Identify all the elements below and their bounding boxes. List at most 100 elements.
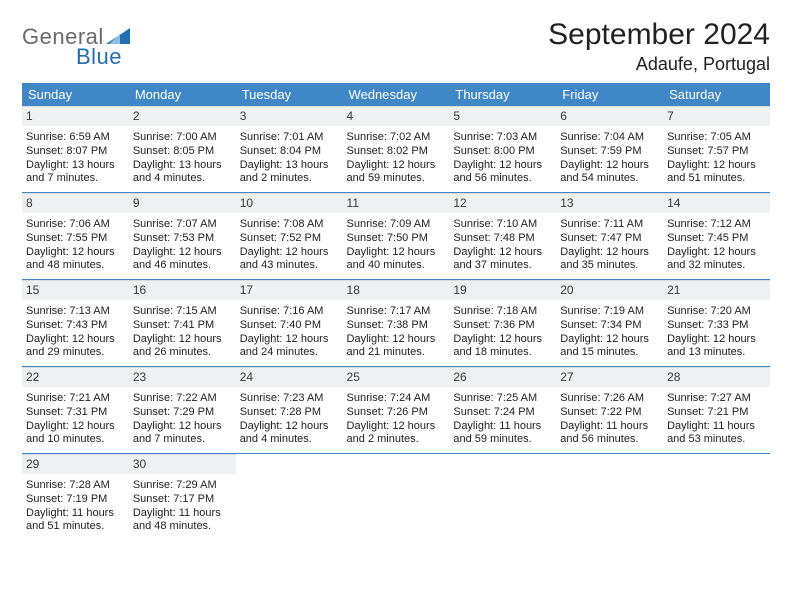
sunrise-text: Sunrise: 7:20 AM	[667, 305, 766, 319]
sunset-text: Sunset: 7:21 PM	[667, 406, 766, 420]
day-number: 8	[22, 193, 129, 213]
calendar-cell: 3Sunrise: 7:01 AMSunset: 8:04 PMDaylight…	[236, 106, 343, 193]
weekday-header: Sunday	[22, 83, 129, 106]
day-number: 29	[22, 454, 129, 474]
sunrise-text: Sunrise: 7:03 AM	[453, 131, 552, 145]
day-details: Sunrise: 7:04 AMSunset: 7:59 PMDaylight:…	[556, 129, 663, 192]
day-number: 13	[556, 193, 663, 213]
daylight-text: Daylight: 12 hours and 56 minutes.	[453, 159, 552, 187]
calendar-week: 8Sunrise: 7:06 AMSunset: 7:55 PMDaylight…	[22, 193, 770, 280]
header: GeneralBlue September 2024 Adaufe, Portu…	[22, 18, 770, 75]
day-number: 19	[449, 280, 556, 300]
day-number: 25	[343, 367, 450, 387]
day-number: 1	[22, 106, 129, 126]
sunrise-text: Sunrise: 7:27 AM	[667, 392, 766, 406]
calendar-cell: 30 Sunrise: 7:29 AMSunset: 7:17 PMDayligh…	[129, 454, 236, 541]
daylight-text: Daylight: 12 hours and 10 minutes.	[26, 420, 125, 448]
sunset-text: Sunset: 7:26 PM	[347, 406, 446, 420]
weekday-header: Monday	[129, 83, 236, 106]
sunrise-text: Sunrise: 7:16 AM	[240, 305, 339, 319]
weekday-header: Saturday	[663, 83, 770, 106]
day-number: 28	[663, 367, 770, 387]
calendar-cell: 10Sunrise: 7:08 AMSunset: 7:52 PMDayligh…	[236, 193, 343, 280]
day-number: 15	[22, 280, 129, 300]
calendar-cell: 22Sunrise: 7:21 AMSunset: 7:31 PMDayligh…	[22, 367, 129, 454]
sunrise-text: Sunrise: 7:10 AM	[453, 218, 552, 232]
day-details: Sunrise: 7:13 AMSunset: 7:43 PMDaylight:…	[22, 303, 129, 366]
calendar-head: Sunday Monday Tuesday Wednesday Thursday…	[22, 83, 770, 106]
sunrise-text: Sunrise: 7:26 AM	[560, 392, 659, 406]
sunrise-text: Sunrise: 7:12 AM	[667, 218, 766, 232]
calendar-week: 15 Sunrise: 7:13 AMSunset: 7:43 PMDayligh…	[22, 280, 770, 367]
sunset-text: Sunset: 8:04 PM	[240, 145, 339, 159]
calendar-cell: 29Sunrise: 7:28 AMSunset: 7:19 PMDayligh…	[22, 454, 129, 541]
day-number: 23	[129, 367, 236, 387]
sunrise-text: Sunrise: 7:05 AM	[667, 131, 766, 145]
day-details: Sunrise: 7:17 AMSunset: 7:38 PMDaylight:…	[343, 303, 450, 366]
daylight-text: Daylight: 11 hours and 48 minutes.	[133, 507, 232, 535]
calendar-cell: 16 Sunrise: 7:15 AMSunset: 7:41 PMDayligh…	[129, 280, 236, 367]
daylight-text: Daylight: 12 hours and 54 minutes.	[560, 159, 659, 187]
day-number: 11	[343, 193, 450, 213]
sunrise-text: Sunrise: 7:19 AM	[560, 305, 659, 319]
calendar-cell: 1Sunrise: 6:59 AMSunset: 8:07 PMDaylight…	[22, 106, 129, 193]
day-details: Sunrise: 7:07 AMSunset: 7:53 PMDaylight:…	[129, 216, 236, 279]
sunset-text: Sunset: 7:41 PM	[133, 319, 232, 333]
day-number: 12	[449, 193, 556, 213]
calendar-cell: 28Sunrise: 7:27 AMSunset: 7:21 PMDayligh…	[663, 367, 770, 454]
daylight-text: Daylight: 12 hours and 21 minutes.	[347, 333, 446, 361]
sunrise-text: Sunrise: 7:09 AM	[347, 218, 446, 232]
day-number: 16	[129, 280, 236, 300]
daylight-text: Daylight: 12 hours and 26 minutes.	[133, 333, 232, 361]
sunset-text: Sunset: 7:57 PM	[667, 145, 766, 159]
daylight-text: Daylight: 13 hours and 7 minutes.	[26, 159, 125, 187]
title-block: September 2024 Adaufe, Portugal	[548, 18, 770, 75]
sunset-text: Sunset: 7:50 PM	[347, 232, 446, 246]
sunset-text: Sunset: 8:02 PM	[347, 145, 446, 159]
sunset-text: Sunset: 7:28 PM	[240, 406, 339, 420]
calendar-cell: 13 Sunrise: 7:11 AMSunset: 7:47 PMDayligh…	[556, 193, 663, 280]
day-details: Sunrise: 7:09 AMSunset: 7:50 PMDaylight:…	[343, 216, 450, 279]
daylight-text: Daylight: 12 hours and 40 minutes.	[347, 246, 446, 274]
day-details: Sunrise: 7:25 AMSunset: 7:24 PMDaylight:…	[449, 390, 556, 453]
day-number: 22	[22, 367, 129, 387]
sunset-text: Sunset: 7:34 PM	[560, 319, 659, 333]
daylight-text: Daylight: 11 hours and 51 minutes.	[26, 507, 125, 535]
day-details: Sunrise: 7:10 AMSunset: 7:48 PMDaylight:…	[449, 216, 556, 279]
day-details: Sunrise: 7:24 AMSunset: 7:26 PMDaylight:…	[343, 390, 450, 453]
day-details: Sunrise: 7:18 AMSunset: 7:36 PMDaylight:…	[449, 303, 556, 366]
sunset-text: Sunset: 7:52 PM	[240, 232, 339, 246]
sunset-text: Sunset: 7:36 PM	[453, 319, 552, 333]
sunrise-text: Sunrise: 7:25 AM	[453, 392, 552, 406]
calendar-cell: 7Sunrise: 7:05 AMSunset: 7:57 PMDaylight…	[663, 106, 770, 193]
daylight-text: Daylight: 12 hours and 46 minutes.	[133, 246, 232, 274]
weekday-header: Friday	[556, 83, 663, 106]
day-details: Sunrise: 7:03 AMSunset: 8:00 PMDaylight:…	[449, 129, 556, 192]
sunset-text: Sunset: 7:33 PM	[667, 319, 766, 333]
sunrise-text: Sunrise: 7:15 AM	[133, 305, 232, 319]
daylight-text: Daylight: 12 hours and 48 minutes.	[26, 246, 125, 274]
calendar-cell: 26Sunrise: 7:25 AMSunset: 7:24 PMDayligh…	[449, 367, 556, 454]
daylight-text: Daylight: 12 hours and 43 minutes.	[240, 246, 339, 274]
day-number: 14	[663, 193, 770, 213]
sunset-text: Sunset: 7:29 PM	[133, 406, 232, 420]
daylight-text: Daylight: 11 hours and 56 minutes.	[560, 420, 659, 448]
calendar-cell: 4Sunrise: 7:02 AMSunset: 8:02 PMDaylight…	[343, 106, 450, 193]
day-details: Sunrise: 7:29 AMSunset: 7:17 PMDaylight:…	[129, 477, 236, 540]
calendar-cell: 14Sunrise: 7:12 AMSunset: 7:45 PMDayligh…	[663, 193, 770, 280]
calendar-cell	[663, 454, 770, 541]
calendar-cell: 18 Sunrise: 7:17 AMSunset: 7:38 PMDayligh…	[343, 280, 450, 367]
day-details: Sunrise: 7:15 AMSunset: 7:41 PMDaylight:…	[129, 303, 236, 366]
day-details: Sunrise: 7:20 AMSunset: 7:33 PMDaylight:…	[663, 303, 770, 366]
calendar-body: 1Sunrise: 6:59 AMSunset: 8:07 PMDaylight…	[22, 106, 770, 540]
sunrise-text: Sunrise: 7:00 AM	[133, 131, 232, 145]
day-details: Sunrise: 7:11 AMSunset: 7:47 PMDaylight:…	[556, 216, 663, 279]
sunrise-text: Sunrise: 7:07 AM	[133, 218, 232, 232]
day-number: 30	[129, 454, 236, 474]
daylight-text: Daylight: 12 hours and 59 minutes.	[347, 159, 446, 187]
daylight-text: Daylight: 12 hours and 4 minutes.	[240, 420, 339, 448]
day-number: 18	[343, 280, 450, 300]
day-details: Sunrise: 7:26 AMSunset: 7:22 PMDaylight:…	[556, 390, 663, 453]
brand-logo: GeneralBlue	[22, 24, 130, 70]
day-details: Sunrise: 7:08 AMSunset: 7:52 PMDaylight:…	[236, 216, 343, 279]
